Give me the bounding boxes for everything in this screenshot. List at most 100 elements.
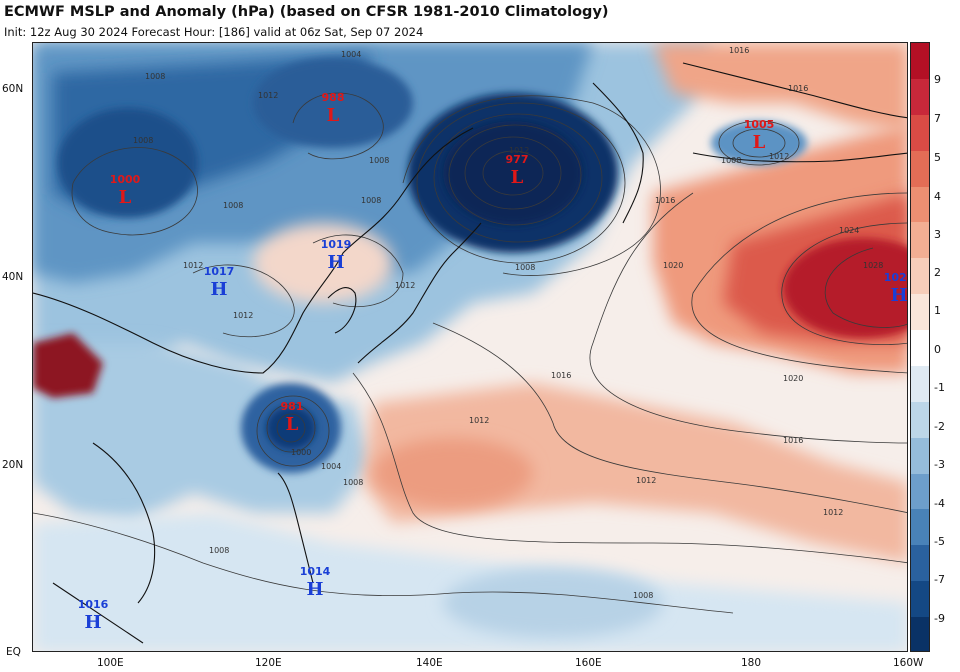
high-pressure-marker: H: [890, 285, 907, 306]
isobar-label: 1004: [321, 462, 341, 471]
isobar-label: 1000: [291, 448, 311, 457]
isobar-label: 1008: [133, 136, 153, 145]
colorbar-label: 1: [934, 304, 941, 317]
high-pressure-marker: H: [306, 579, 323, 600]
isobar-1024: [781, 222, 907, 345]
isobar-label: 1016: [655, 196, 675, 205]
mslp-anomaly-map: 1008 1004 1008 1012 1012 1012 1016 1020 1024 1028…: [33, 43, 908, 651]
isobar-label: 1008: [145, 72, 165, 81]
pressure-center-value: 977: [506, 153, 529, 166]
isobar-label: 1008: [721, 156, 741, 165]
colorbar-label: 5: [934, 151, 941, 164]
lon-label-100e: 100E: [97, 657, 124, 669]
negative-anomaly-south-china: [33, 343, 373, 523]
isobar-label: 1012: [233, 311, 253, 320]
isobar-typhoon-2: [266, 403, 316, 453]
isobar-label: 1016: [551, 371, 571, 380]
colorbar-segment: [911, 401, 929, 439]
colorbar-segment: [911, 581, 929, 618]
lon-label-140e: 140E: [416, 657, 443, 669]
isobar-okhotsk-2: [464, 136, 562, 210]
coastline-china: [33, 127, 474, 374]
map-title: ECMWF MSLP and Anomaly (hPa) (based on C…: [4, 4, 609, 20]
contour-labels: 1008100410081012101210121016102010241028…: [133, 46, 883, 600]
pressure-center-value: 1017: [204, 265, 235, 278]
isobar-label: 1012: [823, 508, 843, 517]
map-panel: 1008 1004 1008 1012 1012 1012 1016 1020 1024 1028…: [32, 42, 908, 652]
high-pressure-marker: H: [210, 279, 227, 300]
isobar-1016-east: [589, 192, 907, 444]
isobar-label: 1012: [769, 152, 789, 161]
isobar-label: 1016: [788, 84, 808, 93]
isobar-1020: [691, 192, 907, 374]
coastline-philippines: [277, 472, 314, 584]
pressure-center-value: 1019: [321, 238, 352, 251]
colorbar-segment: [911, 258, 929, 295]
colorbar-label: 3: [934, 228, 941, 241]
coastline-alaska: [682, 62, 907, 119]
coastline-kamchatka: [592, 82, 644, 224]
anomaly-himalaya: [33, 333, 103, 398]
anomaly-shading: [33, 43, 907, 651]
colorbar-segment: [911, 509, 929, 546]
colorbar-segment: [911, 43, 929, 80]
pressure-center-value: 1005: [744, 118, 775, 131]
anomaly-low-aleutian: [711, 121, 807, 165]
pressure-center-value: 1028: [884, 271, 908, 284]
isobar-aleutian-2: [718, 120, 800, 166]
colorbar-label: -9: [934, 612, 945, 625]
low-pressure-marker: L: [286, 414, 299, 435]
isobar-label: 1012: [469, 416, 489, 425]
colorbar-segment: [911, 114, 929, 152]
high-pressure-marker: H: [327, 252, 344, 273]
anomaly-low-siberia: [253, 58, 413, 148]
isobar-label: 1004: [341, 50, 361, 59]
colorbar-segment: [911, 545, 929, 582]
isobar-aleutian-1: [732, 128, 786, 158]
colorbar-label: -5: [934, 535, 945, 548]
isobar-label: 1020: [663, 261, 683, 270]
isobar-label: 1012: [395, 281, 415, 290]
low-pressure-marker: L: [511, 167, 524, 188]
isobar-label: 1016: [783, 436, 803, 445]
colorbar-segment: [911, 617, 929, 651]
isobar-mongolia-low: [71, 147, 198, 236]
colorbar-segment: [911, 186, 929, 223]
isobar-okhotsk-4: [433, 113, 603, 243]
colorbar-label: 2: [934, 266, 941, 279]
pressure-center-value: 981: [281, 400, 304, 413]
coastline-aleutians: [692, 152, 907, 163]
isobar-1016-korea: [312, 234, 404, 308]
colorbar-segment: [911, 150, 929, 188]
isobar-label: 1016: [729, 46, 749, 55]
isobar-1016-china: [192, 264, 295, 338]
high-pressure-marker: H: [84, 612, 101, 633]
pressure-center-value: 1014: [300, 565, 331, 578]
isobar-label: 1024: [839, 226, 859, 235]
isobar-1012-central: [432, 322, 907, 513]
lat-label-40n: 40N: [2, 271, 24, 283]
isobar-label: 1020: [783, 374, 803, 383]
isobar-label: 1008: [361, 196, 381, 205]
lat-label-60n: 60N: [2, 83, 24, 95]
colorbar-label: -2: [934, 420, 945, 433]
pressure-center-value: 1016: [78, 598, 109, 611]
lon-label-160w: 160W: [893, 657, 924, 669]
isobar-label: 1012: [636, 476, 656, 485]
isobar-typhoon-1: [276, 413, 306, 443]
isobar-siberia-low: [292, 92, 384, 160]
map-subtitle: Init: 12z Aug 30 2024 Forecast Hour: [18…: [4, 25, 424, 39]
colorbar-label: 4: [934, 190, 941, 203]
low-pressure-marker: L: [119, 187, 132, 208]
coastlines: [33, 62, 907, 644]
colorbar-label: -3: [934, 458, 945, 471]
isobar-1012-south: [352, 372, 907, 564]
low-pressure-marker: L: [753, 132, 766, 153]
isobar-label: 1012: [509, 146, 529, 155]
isobar-typhoon-3: [256, 395, 330, 467]
coastline-korea: [327, 287, 357, 334]
lat-label-20n: 20N: [2, 459, 24, 471]
isobar-1028: [824, 247, 907, 328]
anomaly-low-okhotsk-core: [443, 121, 583, 225]
coastline-indochina: [92, 442, 156, 604]
